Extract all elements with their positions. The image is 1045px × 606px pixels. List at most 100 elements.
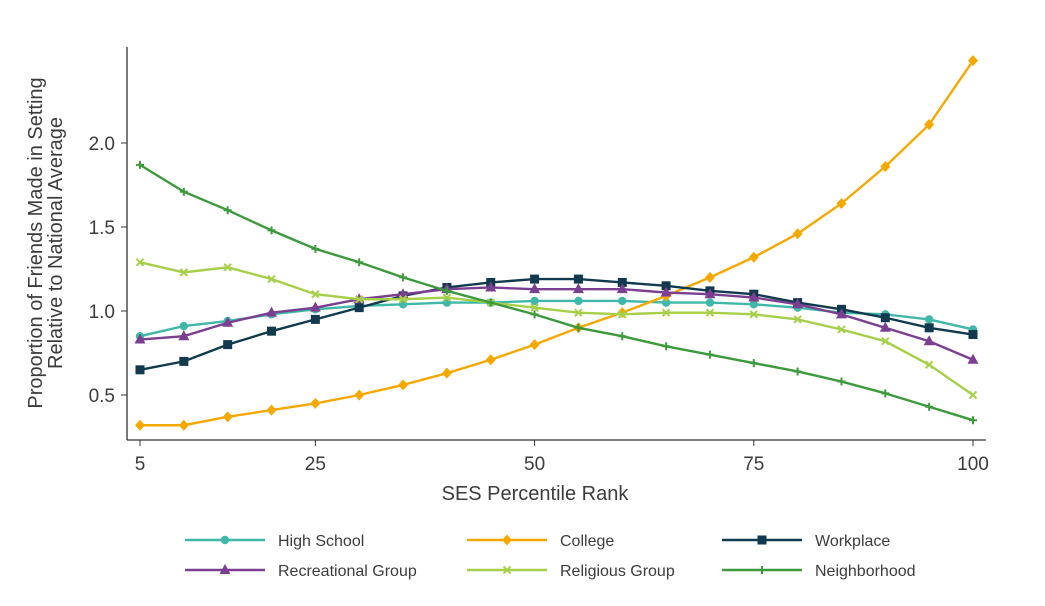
data-point: [661, 308, 671, 317]
data-point: [223, 206, 232, 215]
data-point: [179, 321, 189, 331]
legend-label: Recreational Group: [278, 563, 417, 580]
data-point: [880, 313, 890, 323]
data-point: [354, 303, 364, 313]
data-point: [924, 323, 934, 333]
data-point: [178, 419, 189, 431]
data-point: [705, 350, 714, 359]
data-point: [573, 274, 583, 284]
series-line: [140, 60, 974, 427]
data-point: [355, 258, 364, 267]
data-point: [924, 119, 935, 131]
axes: [126, 47, 986, 441]
x-tick-label: 50: [524, 454, 545, 475]
data-point: [574, 296, 583, 306]
data-point: [574, 323, 583, 332]
data-point: [967, 353, 979, 364]
series-line: [139, 286, 974, 361]
legend-label: Religious Group: [560, 563, 675, 580]
data-point: [178, 330, 190, 341]
legend-item: Recreational Group: [185, 563, 417, 580]
data-point: [792, 298, 804, 309]
data-point: [530, 296, 539, 306]
data-point: [749, 300, 758, 309]
series-line: [139, 277, 974, 371]
data-point: [485, 281, 497, 292]
data-point: [925, 402, 934, 411]
data-point: [399, 273, 408, 282]
data-point: [267, 326, 277, 336]
data-point: [748, 251, 759, 263]
data-point: [881, 337, 890, 346]
data-point: [574, 308, 583, 317]
data-point: [311, 289, 320, 299]
data-point: [968, 55, 978, 67]
data-point: [441, 367, 452, 379]
legend-item: Neighborhood: [722, 563, 916, 580]
y-tick-label: 2.0: [89, 134, 115, 155]
data-point: [266, 306, 278, 317]
data-point: [135, 258, 145, 267]
x-tick-label: 5: [135, 454, 146, 475]
series-recreational-group: [134, 281, 979, 364]
data-point: [310, 397, 321, 409]
data-point: [442, 293, 452, 302]
data-point: [310, 314, 320, 324]
data-point: [793, 367, 802, 376]
data-point: [529, 283, 541, 294]
data-point: [179, 356, 189, 366]
data-point: [223, 263, 232, 272]
data-point: [136, 160, 144, 169]
data-point: [618, 296, 627, 306]
y-tick-label: 1.0: [89, 302, 115, 323]
data-point: [266, 404, 277, 416]
legend-item: Religious Group: [467, 563, 675, 580]
series-neighborhood: [136, 160, 977, 425]
legend-marker: [220, 535, 230, 545]
y-axis-title-line-2: Relative to National Average: [45, 117, 67, 369]
data-point: [529, 339, 540, 351]
data-point: [530, 303, 539, 312]
series-college: [135, 55, 978, 431]
data-point: [705, 298, 715, 307]
data-point: [618, 310, 627, 319]
data-point: [618, 332, 627, 341]
data-point: [704, 271, 715, 283]
data-point: [969, 416, 977, 425]
legend-item: High School: [185, 533, 364, 550]
data-point: [222, 411, 233, 423]
data-point: [311, 244, 320, 253]
legend-label: Neighborhood: [815, 563, 916, 580]
data-point: [881, 389, 890, 398]
data-point: [309, 301, 321, 312]
data-point: [485, 354, 496, 366]
legend-label: Workplace: [815, 533, 890, 550]
data-point: [837, 377, 846, 386]
data-point: [486, 298, 495, 307]
data-point: [749, 310, 758, 319]
data-point: [530, 274, 540, 284]
y-tick-label: 1.5: [89, 218, 115, 239]
data-point: [572, 283, 584, 294]
data-point: [793, 315, 802, 324]
data-point: [923, 335, 935, 346]
data-point: [880, 161, 891, 173]
legend-marker: [219, 564, 231, 574]
data-point: [879, 321, 891, 332]
data-point: [968, 390, 978, 400]
data-point: [705, 308, 715, 317]
data-point: [924, 360, 934, 369]
data-point: [704, 288, 716, 299]
data-point: [661, 298, 671, 307]
data-point: [355, 295, 364, 304]
data-point: [179, 187, 188, 196]
legend-marker: [758, 566, 766, 574]
data-point: [223, 340, 233, 350]
x-tick-label: 25: [305, 454, 326, 475]
data-point: [924, 315, 934, 324]
y-tick-label: 0.5: [89, 386, 115, 407]
legend-label: College: [560, 533, 614, 550]
data-point: [354, 389, 365, 401]
x-tick-label: 100: [957, 454, 989, 475]
